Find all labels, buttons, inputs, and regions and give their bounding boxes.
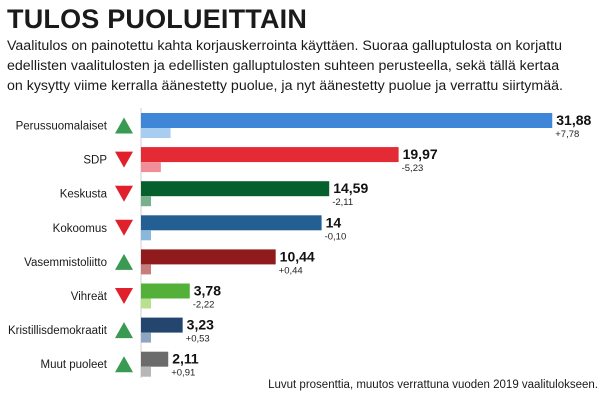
- change-bar: [141, 162, 161, 173]
- category-label: Muut puoleet: [41, 359, 108, 371]
- change-label: -0,10: [325, 231, 347, 242]
- value-label: 14,59: [333, 180, 368, 196]
- footnote: Luvut prosenttia, muutos verrattuna vuod…: [268, 379, 598, 391]
- change-bar: [141, 230, 151, 241]
- trend-down-icon: [115, 219, 133, 236]
- chart-title: TULOS PUOLUEITTAIN: [7, 4, 308, 34]
- change-bar: [141, 196, 151, 207]
- value-bar: [141, 317, 183, 333]
- value-bar: [141, 249, 276, 265]
- category-label: SDP: [83, 155, 107, 167]
- value-bar: [141, 215, 322, 231]
- trend-up-icon: [115, 322, 133, 339]
- value-bar: [141, 147, 399, 163]
- value-label: 3,78: [194, 283, 221, 299]
- category-label: Kristillisdemokraatit: [8, 325, 108, 337]
- category-label: Keskusta: [60, 189, 108, 201]
- category-label: Kokoomus: [53, 223, 108, 235]
- trend-down-icon: [115, 288, 133, 304]
- value-bar: [141, 113, 553, 128]
- value-label: 10,44: [280, 248, 315, 264]
- value-label: 14: [326, 214, 342, 230]
- value-label: 3,23: [187, 317, 214, 333]
- change-label: -5,23: [402, 163, 424, 174]
- value-bar: [141, 181, 330, 197]
- value-label: 19,97: [403, 146, 438, 162]
- change-bar: [141, 298, 151, 309]
- change-bar: [141, 366, 151, 377]
- change-label: -2,22: [193, 300, 215, 311]
- value-label: 31,88: [556, 112, 591, 128]
- trend-up-icon: [115, 356, 133, 373]
- category-label: Perussuomalaiset: [16, 121, 108, 133]
- change-label: +0,53: [186, 334, 210, 345]
- trend-up-icon: [115, 253, 133, 270]
- value-bar: [141, 283, 190, 299]
- change-label: +7,78: [555, 129, 579, 140]
- category-label: Vihreät: [71, 291, 108, 303]
- value-bar: [141, 351, 169, 367]
- change-label: +0,44: [279, 265, 303, 276]
- chart-description: Vaalitulos on painotettu kahta korjauske…: [7, 38, 563, 94]
- change-bar: [141, 264, 151, 275]
- category-label: Vasemmistoliitto: [24, 257, 107, 269]
- change-bar: [141, 332, 151, 343]
- trend-down-icon: [115, 151, 133, 168]
- trend-up-icon: [115, 117, 133, 134]
- value-label: 2,11: [172, 351, 199, 367]
- change-label: +0,91: [171, 368, 195, 379]
- change-bar: [141, 128, 171, 138]
- change-label: -2,11: [332, 197, 353, 208]
- trend-down-icon: [115, 185, 133, 202]
